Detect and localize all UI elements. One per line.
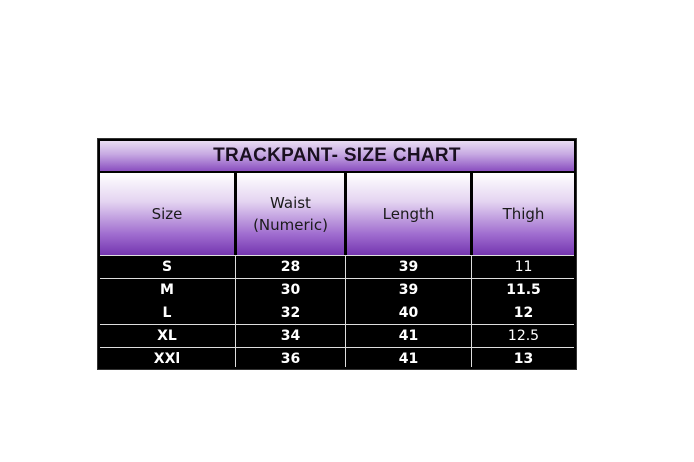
- cell-size: XXl: [153, 350, 181, 367]
- row-divider: [100, 255, 574, 256]
- cell-size: M: [160, 281, 174, 298]
- column-divider: [471, 255, 472, 367]
- row-divider: [100, 347, 574, 348]
- cell-thigh: 12: [513, 304, 534, 321]
- table-title: TRACKPANT- SIZE CHART: [100, 141, 574, 171]
- cell-length: 41: [398, 327, 419, 344]
- cell-thigh: 13: [513, 350, 534, 367]
- cell-waist: 36: [280, 350, 301, 367]
- cell-length: 39: [398, 281, 419, 298]
- cell-thigh: 12.5: [507, 327, 540, 344]
- cell-thigh: 11.5: [506, 281, 541, 298]
- column-header-thigh: Thigh: [473, 173, 574, 255]
- column-header-size: Size: [100, 173, 234, 255]
- cell-size: XL: [157, 327, 177, 344]
- row-divider: [100, 324, 574, 325]
- column-divider: [235, 255, 236, 367]
- column-header-length: Length: [347, 173, 470, 255]
- cell-waist: 34: [280, 327, 301, 344]
- cell-length: 40: [398, 304, 419, 321]
- size-chart-table: TRACKPANT- SIZE CHART Size Waist (Numeric…: [97, 138, 577, 370]
- cell-waist: 28: [280, 258, 301, 275]
- row-divider: [100, 278, 574, 279]
- cell-size: S: [161, 258, 173, 275]
- cell-size: L: [162, 304, 172, 321]
- cell-length: 39: [398, 258, 419, 275]
- cell-length: 41: [398, 350, 419, 367]
- column-divider: [345, 255, 346, 367]
- column-header-waist: Waist (Numeric): [237, 173, 344, 255]
- cell-waist: 30: [280, 281, 301, 298]
- cell-thigh: 11: [514, 258, 533, 275]
- cell-waist: 32: [280, 304, 301, 321]
